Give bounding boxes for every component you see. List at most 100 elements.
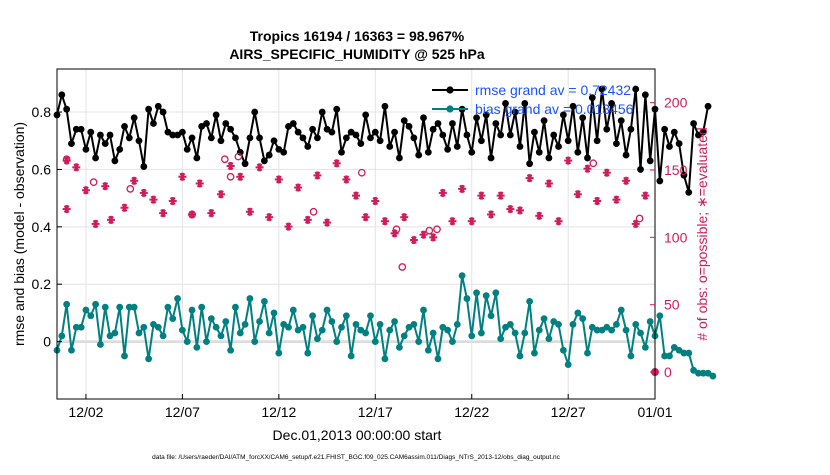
obs-evaluated-marker [216, 190, 225, 199]
rmse-data-point [352, 131, 360, 139]
rmse-data-point [63, 105, 71, 113]
rmse-data-point [188, 134, 196, 142]
bias-data-point [521, 329, 529, 337]
obs-evaluated-marker [400, 213, 409, 222]
obs-evaluated-marker [139, 188, 148, 197]
obs-evaluated-marker [361, 213, 370, 222]
rmse-data-point [535, 148, 543, 156]
bias-data-point [174, 295, 181, 302]
rmse-data-point [444, 145, 452, 153]
rmse-data-point [92, 154, 99, 162]
rmse-data-point [77, 125, 85, 133]
bias-data-point [241, 320, 249, 328]
rmse-data-point [135, 137, 143, 145]
rmse-data-point [497, 131, 505, 139]
bias-data-point [338, 323, 345, 331]
rmse-data-point [482, 111, 490, 119]
rmse-data-point [222, 120, 230, 127]
obs-evaluated-marker [631, 219, 640, 228]
bias-data-point [256, 318, 263, 325]
obs-possible-marker [220, 155, 229, 164]
rmse-data-point [362, 111, 370, 119]
rmse-data-point [256, 134, 263, 142]
rmse-data-point [217, 137, 225, 145]
bias-data-point [468, 332, 476, 340]
obs-possible-marker [357, 168, 366, 177]
rmse-data-point [545, 154, 553, 162]
rmse-data-point [227, 125, 235, 133]
bias-data-point [569, 320, 577, 328]
bias-data-point [434, 355, 442, 363]
bias-data-point [318, 326, 326, 334]
rmse-data-point [183, 145, 191, 153]
obs-evaluated-marker [429, 233, 438, 242]
obs-evaluated-marker [496, 191, 505, 200]
bias-data-point [666, 352, 673, 360]
obs-evaluated-marker [236, 172, 245, 181]
rmse-data-point [641, 91, 649, 99]
bias-data-point [140, 323, 148, 331]
bias-data-point [367, 312, 374, 320]
obs-evaluated-marker [438, 188, 447, 197]
rmse-data-point [699, 128, 707, 136]
obs-evaluated-marker [487, 210, 496, 219]
bias-data-point [540, 315, 548, 323]
obs-evaluated-marker [313, 171, 322, 180]
bias-data-point [555, 320, 562, 328]
bias-data-point [164, 303, 172, 311]
y-right-tick-label: 0 [664, 364, 672, 380]
rmse-data-point [516, 143, 524, 150]
obs-evaluated-marker [622, 176, 631, 185]
bias-data-point [453, 320, 461, 328]
rmse-data-point [342, 134, 350, 142]
series-layer [53, 85, 717, 380]
bias-data-point [299, 323, 307, 331]
legend-bias-marker [446, 105, 454, 113]
rmse-data-point [116, 145, 124, 153]
rmse-data-point [685, 188, 693, 196]
rmse-data-point [145, 105, 153, 113]
bias-data-point [342, 312, 350, 320]
obs-evaluated-marker [554, 217, 563, 226]
obs-evaluated-marker [195, 179, 204, 188]
obs-evaluated-marker [81, 186, 90, 195]
rmse-data-point [666, 143, 673, 150]
bias-data-point [497, 335, 505, 343]
bias-data-point [82, 306, 90, 314]
obs-evaluated-marker [284, 222, 293, 231]
obs-possible-marker [309, 207, 318, 216]
obs-evaluated-marker [448, 217, 457, 226]
obs-evaluated-marker [303, 215, 312, 224]
bias-data-point [535, 326, 543, 334]
bias-data-point [458, 272, 466, 280]
rmse-data-point [405, 122, 413, 130]
bias-data-point [178, 326, 186, 334]
x-tick-label: 12/07 [165, 404, 200, 420]
obs-evaluated-marker [564, 156, 573, 165]
plot-frame [56, 68, 656, 400]
bias-data-point [709, 372, 717, 380]
rmse-data-point [140, 163, 148, 170]
bias-data-point [227, 346, 235, 354]
rmse-data-point [294, 128, 302, 136]
obs-evaluated-marker [525, 174, 534, 183]
bias-data-point [613, 320, 620, 328]
obs-evaluated-marker [583, 164, 592, 173]
bias-data-point [309, 312, 316, 320]
rmse-data-point [487, 154, 495, 162]
x-tick-label: 12/02 [68, 404, 103, 420]
bias-data-point [617, 306, 625, 314]
bias-data-point [130, 303, 138, 311]
obs-evaluated-marker [91, 219, 100, 228]
bias-data-point [270, 309, 278, 317]
bias-data-point [420, 306, 427, 314]
rmse-data-point [106, 131, 114, 139]
bias-data-point [169, 315, 177, 323]
obs-evaluated-marker [62, 205, 71, 214]
footer-data-file: data file: /Users/raeder/DAI/ATM_forcXX/… [152, 454, 561, 461]
obs-evaluated-marker [294, 183, 303, 192]
bias-data-point [198, 303, 206, 311]
obs-possible-marker [589, 159, 598, 168]
bias-data-point [121, 352, 128, 360]
rmse-data-point [661, 125, 669, 133]
